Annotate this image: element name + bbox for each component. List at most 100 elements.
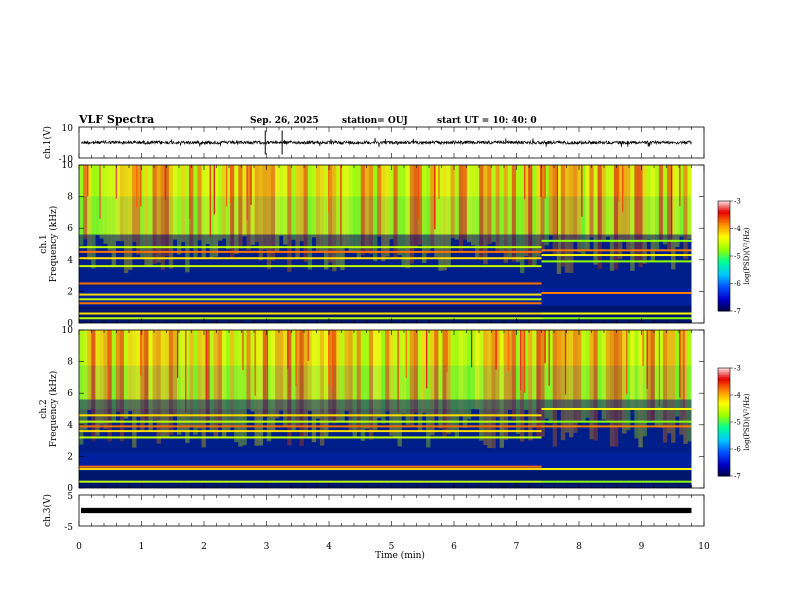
spectrogram-column [123, 330, 129, 419]
colorbar-segment [718, 447, 730, 450]
colorbar-segment [718, 422, 730, 425]
sferic-streak [626, 330, 628, 395]
colorbar-segment [718, 226, 730, 229]
spectrogram-column [303, 165, 308, 263]
x-tick-label: 2 [201, 542, 207, 552]
colorbar-segment [718, 202, 730, 206]
ch3-waveform-panel: ch.3(V) 5 -5 [42, 492, 705, 533]
colorbar-segment [718, 463, 730, 466]
spectrogram-column [471, 165, 476, 246]
colorbars: -3 -4 -5 -6 -7 log(PSD)(V²/Hz) -3 -4 -5 -6 -7 log(P… [717, 198, 751, 481]
colorbar-segment [718, 219, 730, 222]
spectrogram-column [201, 330, 206, 448]
spectrogram-column [332, 330, 337, 424]
spectrogram-column [201, 165, 206, 259]
y-tick-label: 0 [67, 484, 73, 494]
spectrogram-column [683, 165, 688, 260]
spectrogram-column [348, 165, 353, 252]
spectrogram-column [605, 165, 611, 237]
colorbar-segment [718, 223, 730, 226]
sferic-streak [540, 165, 542, 197]
spectrogram-column [544, 165, 549, 246]
ch1-waveform-trace [80, 137, 692, 148]
sferic-streak [618, 165, 620, 202]
spectrogram-column [258, 330, 264, 446]
spectrogram-column [385, 330, 390, 412]
x-tick-label: 3 [264, 542, 270, 552]
spectrogram-column [189, 330, 194, 426]
spectrogram-column [242, 165, 247, 237]
colorbar-segment [718, 449, 730, 452]
spectrogram-column [630, 165, 635, 271]
colorbar-segment [718, 465, 730, 468]
narrowband-line [541, 260, 692, 263]
spectrogram-column [581, 330, 586, 423]
narrowband-line [79, 414, 542, 417]
sferic-streak [295, 330, 297, 386]
start-time-label: start UT = 10: 40: 0 [437, 116, 537, 126]
sferic-streak [328, 330, 330, 385]
colorbar-segment [718, 206, 730, 209]
spectrogram-column [475, 165, 480, 257]
spectrogram-column [250, 330, 255, 412]
colorbar-segment [718, 278, 730, 281]
sferic-streak [246, 165, 248, 220]
x-tick-label: 7 [514, 542, 520, 552]
spectrogram-column [679, 165, 684, 237]
spectrogram-column [569, 330, 574, 438]
sferic-streak [177, 330, 179, 378]
spectrogram-column [409, 330, 415, 427]
spectrogram-column [230, 330, 235, 427]
spectrogram-column [79, 330, 84, 445]
spectrogram-column [438, 165, 443, 271]
colorbar-segment [718, 241, 730, 244]
narrowband-line [541, 480, 692, 483]
spectrogram-column [340, 330, 345, 422]
spectrogram-column [642, 330, 647, 437]
spectrogram-column [360, 165, 366, 256]
spectrogram-column [168, 330, 174, 435]
spectrogram-column [548, 165, 553, 236]
narrowband-line [79, 257, 542, 260]
sferic-streak [405, 330, 407, 379]
spectrogram-column [466, 330, 472, 420]
spectrogram-column [454, 165, 460, 240]
spectrogram-column [446, 165, 451, 268]
colorbar-segment [718, 252, 730, 255]
y-tick-label: 8 [67, 193, 73, 203]
sferic-streak [332, 330, 334, 388]
spectrogram-column [434, 165, 439, 257]
y-tick-label: 2 [67, 287, 73, 297]
spectrogram-column [687, 330, 692, 442]
sferic-streak [438, 165, 440, 200]
colorbar-segment [718, 472, 730, 475]
colorbar-segment [718, 418, 730, 421]
colorbar-segment [718, 474, 730, 477]
spectrogram-column [95, 330, 100, 436]
panel-channel-label: ch.1 [39, 234, 49, 253]
narrowband-line [79, 465, 542, 468]
narrowband-line [79, 468, 542, 471]
colorbar-segment [718, 250, 730, 253]
colorbar-segment [718, 368, 730, 371]
narrowband-line [541, 420, 692, 423]
spectrogram-column [193, 165, 198, 259]
sferic-streak [164, 165, 166, 200]
spectrogram-column [511, 330, 517, 420]
spectrogram-column [234, 165, 239, 254]
spectrogram-column [197, 330, 202, 429]
spectrogram-column [483, 330, 488, 446]
sferic-streak [99, 165, 101, 219]
colorbar-segment [718, 380, 730, 383]
narrowband-line [79, 317, 542, 320]
y-tick-label: 5 [67, 492, 73, 502]
spectrogram-column [675, 330, 680, 417]
colorbar-segment [718, 387, 730, 391]
colorbar-tick-label: -3 [734, 365, 741, 373]
spectrogram-column [634, 330, 639, 439]
spectrogram-column [299, 330, 304, 446]
y-tick-label: 2 [67, 452, 73, 462]
colorbar-segment [718, 298, 730, 301]
colorbar-segment [718, 287, 730, 290]
spectrogram-column [495, 330, 500, 418]
